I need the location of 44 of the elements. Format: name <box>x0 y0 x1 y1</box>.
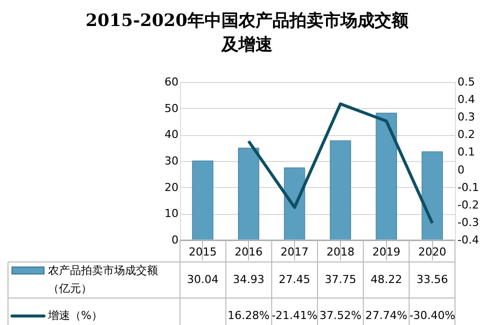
bar <box>376 112 397 240</box>
legend-label: 农产品拍卖市场成交额（亿元） <box>48 264 158 295</box>
data-label: -21.41% <box>272 309 318 322</box>
y2-tick-label: 0.2 <box>458 128 475 142</box>
data-label: 33.56 <box>416 273 448 286</box>
bar <box>330 140 352 240</box>
y2-tick-label: -0.2 <box>458 198 479 212</box>
y-tick-label: 20 <box>164 180 178 194</box>
data-label: 27.45 <box>278 273 310 286</box>
y-tick-label: 10 <box>164 207 178 220</box>
data-label: 30.04 <box>186 273 218 286</box>
y2-tick-label: -0.4 <box>458 234 479 246</box>
y-tick-label: 30 <box>164 154 178 168</box>
y2-tick-label: 0 <box>458 163 464 176</box>
data-label: 37.52% <box>319 309 362 322</box>
data-label: 16.28% <box>228 309 270 322</box>
x-tick-label: 2020 <box>418 246 446 258</box>
legend-label: 增速（%） <box>47 309 102 322</box>
x-tick-label: 2018 <box>326 246 354 258</box>
y2-tick-label: 0.4 <box>458 93 475 106</box>
y2-tick-label: -0.3 <box>458 216 479 229</box>
bar <box>238 148 260 240</box>
bar <box>284 167 306 240</box>
bar <box>422 151 443 240</box>
y2-tick-label: 0.5 <box>458 76 475 88</box>
y-tick-label: 40 <box>164 128 178 142</box>
chart-title: 2015-2020年中国农产品拍卖市场成交额及增速 <box>86 11 410 55</box>
y2-tick-label: 0.3 <box>458 110 475 124</box>
y-tick-label: 0 <box>172 234 178 246</box>
line-series <box>247 102 434 225</box>
data-label: 34.93 <box>232 273 264 286</box>
x-tick-label: 2015 <box>188 246 217 258</box>
data-label: 37.75 <box>324 273 356 286</box>
data-label: 27.74% <box>365 309 408 322</box>
y2-tick-label: -0.1 <box>458 180 479 194</box>
x-tick-label: 2016 <box>234 246 263 258</box>
x-tick-label: 2017 <box>280 246 309 258</box>
y-tick-label: 50 <box>164 102 178 115</box>
y-tick-label: 60 <box>164 76 178 88</box>
data-label: -30.40% <box>409 309 456 322</box>
bar <box>192 160 214 240</box>
y2-tick-label: 0.1 <box>458 146 475 159</box>
data-label: 48.22 <box>370 273 402 286</box>
x-tick-label: 2019 <box>372 246 400 258</box>
